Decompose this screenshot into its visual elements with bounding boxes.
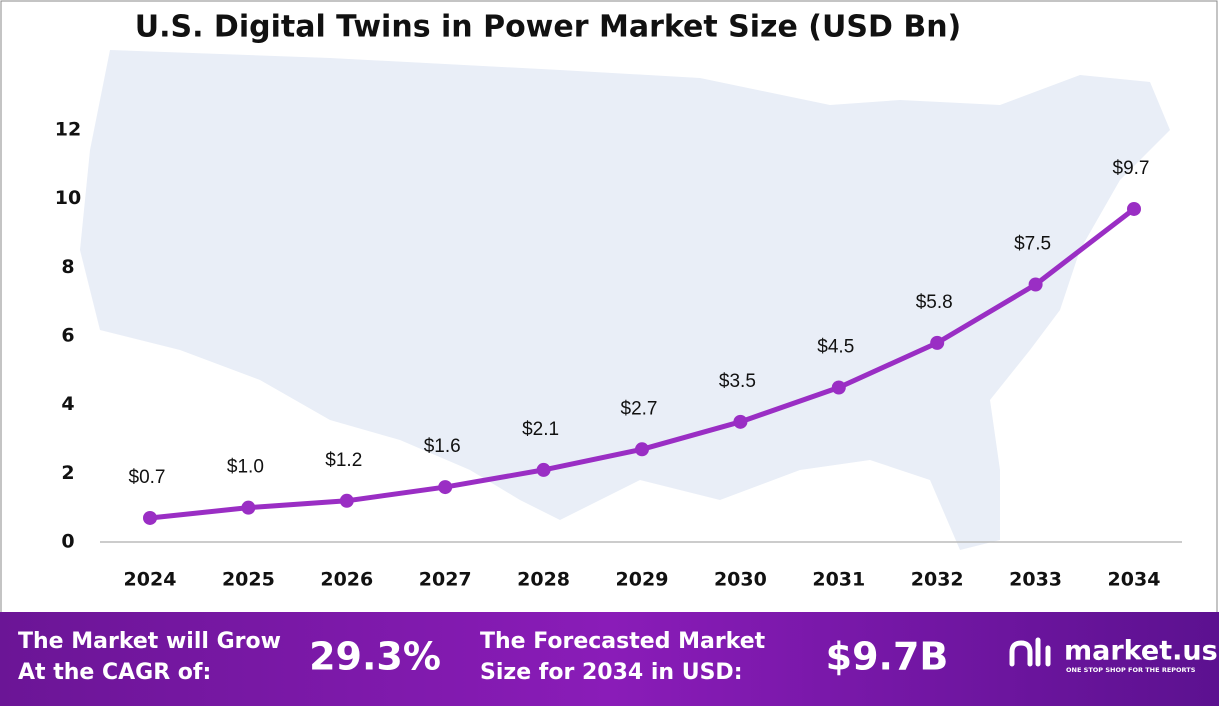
value-label: $5.8	[916, 292, 953, 313]
cagr-label: The Market will Grow	[18, 629, 281, 654]
brand: market.us	[1064, 636, 1218, 667]
plot: 0 2 4 6 8 10 12 2024 2025 2026 2027 2028 2029 2030 203…	[55, 119, 1161, 591]
point	[930, 335, 945, 350]
x-tick-label: 2028	[517, 569, 570, 591]
cagr-value: 29.3%	[309, 635, 441, 679]
value-label: $1.6	[424, 436, 461, 457]
x-tick-label: 2025	[222, 569, 275, 591]
x-tick-label: 2027	[419, 569, 472, 591]
value-label: $1.0	[227, 457, 264, 478]
value-label: $4.5	[817, 337, 854, 358]
point	[241, 500, 256, 515]
point	[733, 414, 748, 429]
value-label: $2.1	[522, 419, 559, 440]
value-label: $9.7	[1113, 158, 1150, 179]
forecast-label: Size for 2034 in USD:	[480, 660, 743, 685]
point	[1028, 277, 1043, 292]
x-tick-label: 2033	[1009, 569, 1062, 591]
point	[831, 380, 846, 395]
value-label: $0.7	[129, 467, 166, 488]
x-tick-label: 2032	[911, 569, 964, 591]
y-tick-label: 0	[61, 531, 74, 553]
value-label: $7.5	[1014, 234, 1051, 255]
map-background	[80, 50, 1170, 550]
y-tick-label: 2	[61, 462, 74, 484]
y-tick-label: 12	[55, 119, 81, 141]
point	[635, 442, 649, 457]
forecast-value: $9.7B	[826, 635, 949, 679]
x-tick-label: 2031	[812, 569, 865, 591]
value-label: $1.2	[325, 450, 362, 471]
point	[143, 510, 157, 525]
chart-title: U.S. Digital Twins in Power Market Size …	[135, 10, 962, 45]
footer-band	[0, 612, 1219, 706]
x-tick-label: 2030	[714, 569, 767, 591]
x-tick-label: 2024	[124, 569, 177, 591]
tagline: ONE STOP SHOP FOR THE REPORTS	[1066, 666, 1196, 674]
x-tick-label: 2029	[616, 569, 669, 591]
y-tick-label: 10	[55, 187, 81, 209]
value-label: $3.5	[719, 371, 756, 392]
point	[339, 493, 354, 508]
y-tick-label: 6	[61, 325, 74, 347]
y-tick-label: 4	[61, 393, 74, 415]
forecast-label: The Forecasted Market	[480, 629, 766, 654]
y-tick-label: 8	[61, 256, 74, 278]
x-tick-label: 2034	[1108, 569, 1161, 591]
cagr-label: At the CAGR of:	[18, 660, 211, 685]
brand-icon	[1009, 637, 1051, 667]
point	[1127, 201, 1141, 216]
point	[438, 480, 453, 495]
x-tick-label: 2026	[320, 569, 373, 591]
point	[536, 462, 551, 477]
value-label: $2.7	[621, 398, 658, 419]
